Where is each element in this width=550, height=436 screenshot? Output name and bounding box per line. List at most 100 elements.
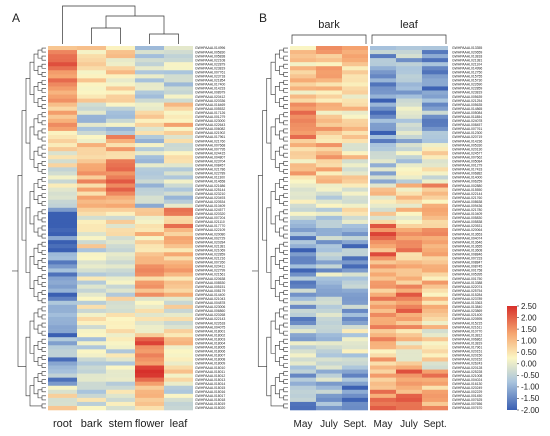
heatmap-cell [77, 151, 106, 156]
heatmap-cell [135, 82, 164, 87]
heatmap-cell [396, 46, 422, 51]
heatmap-cell [370, 98, 396, 103]
heatmap-cell [396, 199, 422, 205]
gene-id-label: GWHPAAAL018017 [195, 394, 225, 398]
heatmap-cell [164, 232, 193, 237]
heatmap-cell [77, 397, 106, 403]
heatmap-cell [396, 333, 422, 338]
heatmap-cell [48, 381, 77, 387]
heatmap-cell [342, 191, 368, 196]
gene-id-label: GWHPAAAL020534 [195, 200, 225, 204]
heatmap-cell [396, 203, 422, 209]
heatmap-cell [370, 46, 396, 51]
heatmap-cell [164, 159, 193, 164]
heatmap-cell [106, 385, 135, 391]
heatmap-cell [342, 102, 368, 107]
heatmap-cell [164, 361, 193, 366]
heatmap-cell [290, 114, 316, 120]
heatmap-cell [48, 236, 77, 241]
heatmap-cell [316, 102, 342, 107]
heatmap-cell [396, 94, 422, 99]
heatmap-cell [48, 300, 77, 306]
heatmap-cell [290, 94, 316, 99]
heatmap-cell [48, 46, 77, 51]
heatmap-cell [316, 381, 342, 387]
heatmap-cell [316, 361, 342, 366]
heatmap-cell [106, 90, 135, 95]
heatmap-cell [290, 203, 316, 209]
heatmap-cell [290, 252, 316, 257]
heatmap-cell [135, 248, 164, 253]
gene-id-label: GWHPAAAL007260 [195, 261, 225, 265]
heatmap-cell [164, 389, 193, 395]
heatmap-cell [370, 353, 396, 358]
heatmap-cell [370, 171, 396, 176]
heatmap-cell [316, 353, 342, 358]
gene-id-label: GWHPAAAL013355 [452, 46, 482, 50]
heatmap-cell [396, 240, 422, 245]
heatmap-cell [370, 276, 396, 281]
heatmap-cell [77, 199, 106, 205]
heatmap-cell [396, 389, 422, 395]
gene-id-label: GWHPAAAL013812 [452, 333, 482, 337]
heatmap-cell [135, 139, 164, 144]
heatmap-cell [48, 151, 77, 156]
heatmap-cell [135, 179, 164, 184]
gene-id-label: GWHPAAAL025754 [452, 289, 482, 293]
gene-id-label: GWHPAAAL018001 [195, 329, 225, 333]
heatmap-cell [77, 292, 106, 298]
heatmap-cell [422, 70, 448, 75]
heatmap-cell [106, 276, 135, 281]
heatmap-cell [164, 130, 193, 136]
heatmap-cell [290, 345, 316, 350]
gene-id-label: GWHPAAAL023006 [195, 305, 225, 309]
heatmap-cell [77, 159, 106, 164]
heatmap-cell [370, 325, 396, 330]
heatmap-cell [164, 308, 193, 314]
heatmap-cell [164, 46, 193, 51]
gene-id-label: GWHPAAAL014233 [195, 87, 225, 91]
gene-id-label: GWHPAAAL014400 [195, 293, 225, 297]
heatmap-cell [77, 90, 106, 95]
heatmap-cell [77, 260, 106, 265]
heatmap-cell [342, 401, 368, 407]
heatmap-cell [164, 264, 193, 269]
heatmap-cell [342, 244, 368, 249]
heatmap-cell [106, 171, 135, 176]
gene-id-label: GWHPAAAL007795 [195, 147, 225, 151]
heatmap-cell [396, 264, 422, 269]
heatmap-cell [77, 252, 106, 257]
gene-id-label: GWHPAAAL005084 [452, 159, 482, 163]
heatmap-cell [77, 337, 106, 342]
heatmap-cell [48, 329, 77, 334]
color-scale-tick-label: 2.00 [521, 313, 537, 322]
gene-id-label: GWHPAAAL013608 [452, 248, 482, 252]
panel-b-group-headers: bark leaf [291, 19, 447, 44]
gene-id-label: GWHPAAAL007662 [452, 155, 482, 159]
heatmap-cell [290, 62, 316, 67]
heatmap-cell [290, 264, 316, 269]
gene-id-label: GWHPAAAL005838 [452, 220, 482, 224]
panel-b-heatmap-cells [290, 46, 448, 411]
heatmap-cell [106, 203, 135, 209]
heatmap-cell [370, 248, 396, 253]
heatmap-cell [316, 260, 342, 265]
heatmap-cell [370, 155, 396, 160]
heatmap-cell [164, 369, 193, 374]
gene-id-label: GWHPAAAL020493 [195, 196, 225, 200]
heatmap-cell [106, 264, 135, 269]
heatmap-cell [135, 361, 164, 366]
heatmap-cell [135, 296, 164, 302]
heatmap-cell [396, 349, 422, 354]
heatmap-cell [77, 333, 106, 338]
heatmap-cell [77, 78, 106, 83]
heatmap-cell [77, 369, 106, 374]
heatmap-cell [164, 337, 193, 342]
heatmap-cell [164, 219, 193, 225]
panel-b-column-labels: May July Sept. May July Sept. [294, 419, 447, 430]
heatmap-cell [106, 159, 135, 164]
gene-id-label: GWHPAAAL005151 [195, 285, 225, 289]
heatmap-cell [422, 337, 448, 342]
gene-id-label: GWHPAAAL021902 [195, 131, 225, 135]
heatmap-cell [164, 357, 193, 362]
